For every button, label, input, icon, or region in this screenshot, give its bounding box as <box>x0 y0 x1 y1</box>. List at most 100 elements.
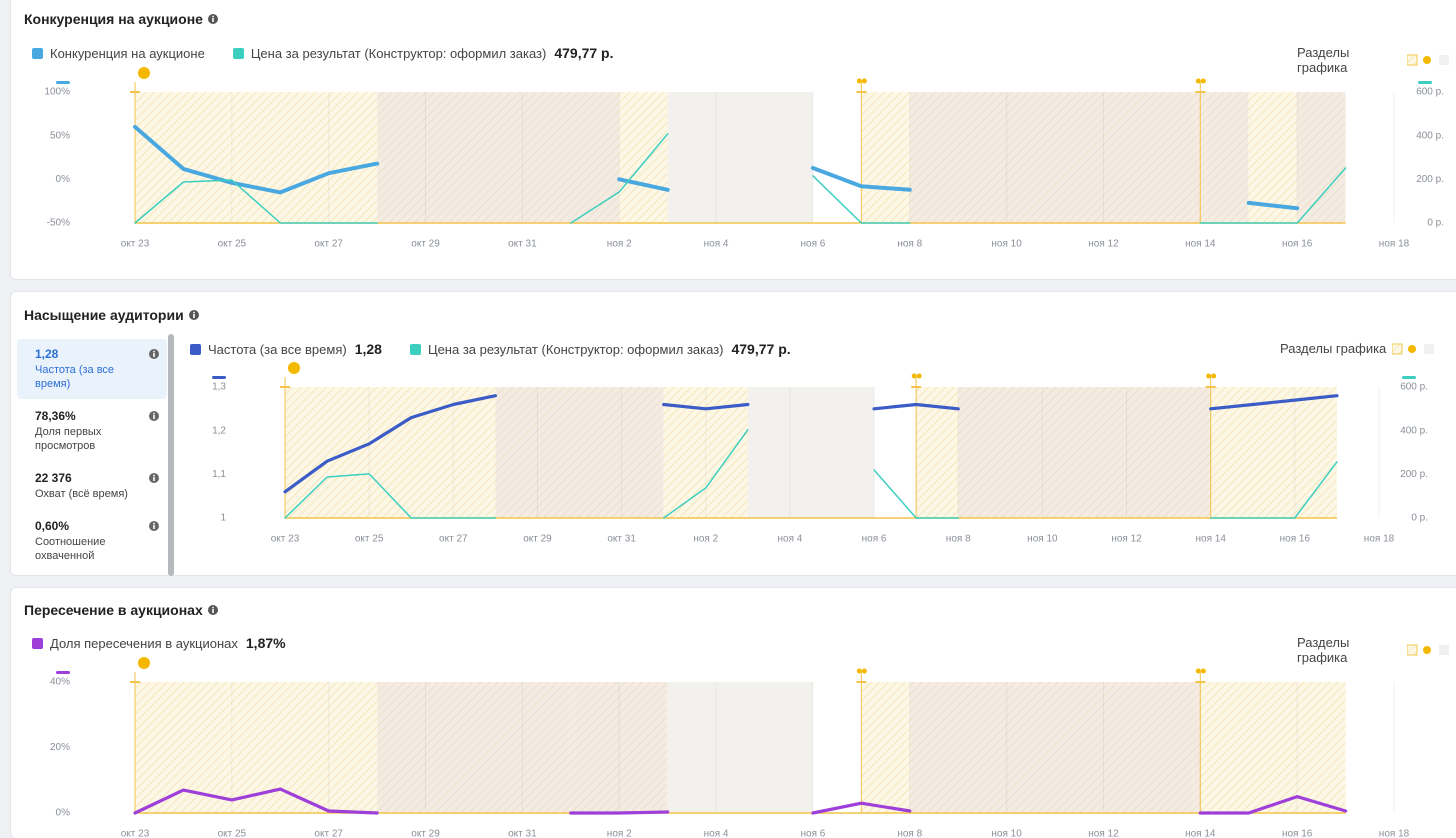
legend: Конкуренция на аукционе Цена за результа… <box>32 45 642 61</box>
info-icon[interactable] <box>207 605 218 615</box>
section-icons[interactable] <box>1392 343 1442 355</box>
info-icon[interactable] <box>149 473 159 483</box>
sections-label: Разделы графика <box>1280 341 1387 356</box>
x-tick-label: окт 25 <box>218 829 247 838</box>
x-tick-label: окт 25 <box>355 534 384 545</box>
x-tick-label: ноя 6 <box>801 829 826 838</box>
metric-label: Соотношение охваченной <box>35 536 106 562</box>
x-tick-label: окт 25 <box>218 239 247 250</box>
legend-value: 479,77 р. <box>731 341 791 357</box>
y-tick-label: 20% <box>50 742 70 753</box>
metric-item[interactable]: 0,60% Соотношение охваченной <box>17 511 167 571</box>
legend-item[interactable]: Частота (за все время) 1,28 <box>190 341 382 357</box>
event-icon <box>1195 668 1201 674</box>
chart-section <box>377 682 571 813</box>
x-tick-label: ноя 10 <box>991 239 1022 250</box>
x-tick-label: ноя 10 <box>1027 534 1058 545</box>
y-tick-label: 50% <box>50 130 70 141</box>
chart-section <box>667 92 813 223</box>
event-icon <box>861 668 867 674</box>
metric-item[interactable]: 1,28 Частота (за все время) <box>17 339 167 399</box>
info-icon[interactable] <box>149 349 159 359</box>
event-icon <box>1211 373 1217 379</box>
y-tick-label: 40% <box>50 677 70 688</box>
event-icon <box>1200 78 1206 84</box>
legend-item[interactable]: Цена за результат (Конструктор: оформил … <box>232 45 614 61</box>
legend: Частота (за все время) 1,28 Цена за резул… <box>190 341 819 357</box>
y2-tick-label: 600 р. <box>1416 87 1444 98</box>
axis-color-marker <box>212 376 226 379</box>
legend-item[interactable]: Доля пересечения в аукционах 1,87% <box>32 635 286 651</box>
metric-item[interactable]: 78,36% Доля первых просмотров <box>17 401 167 461</box>
sections-control[interactable]: Разделы графика <box>1280 341 1442 356</box>
y2-tick-label: 0 р. <box>1427 218 1444 229</box>
chart-section <box>619 92 668 223</box>
metric-list: 1,28 Частота (за все время) 78,36% Доля пер… <box>17 339 167 573</box>
event-icon <box>861 78 867 84</box>
legend-item[interactable]: Конкуренция на аукционе <box>32 46 205 61</box>
x-tick-label: ноя 18 <box>1379 829 1410 838</box>
x-tick-label: ноя 6 <box>801 239 826 250</box>
chart-section <box>958 387 1211 518</box>
metric-item[interactable]: 22 376 Охват (всё время) <box>17 463 167 509</box>
series-line <box>284 429 1338 519</box>
y2-tick-label: 200 р. <box>1416 174 1444 185</box>
x-tick-label: ноя 16 <box>1282 829 1313 838</box>
event-icon <box>916 373 922 379</box>
y2-tick-label: 400 р. <box>1416 130 1444 141</box>
legend-label: Цена за результат (Конструктор: оформил … <box>250 45 547 61</box>
info-icon[interactable] <box>149 521 159 531</box>
legend-label: Частота (за все время) <box>208 341 347 357</box>
metric-value: 78,36% <box>35 409 76 423</box>
x-tick-label: окт 29 <box>411 239 440 250</box>
y2-tick-label: 400 р. <box>1400 425 1428 436</box>
info-icon[interactable] <box>149 411 159 421</box>
event-icon <box>1206 373 1212 379</box>
event-icon <box>856 78 862 84</box>
x-tick-label: ноя 4 <box>704 829 729 838</box>
x-tick-label: окт 29 <box>523 534 552 545</box>
x-tick-label: ноя 8 <box>946 534 971 545</box>
y2-tick-label: 600 р. <box>1400 382 1428 393</box>
chart-section <box>570 682 668 813</box>
y-tick-label: 1 <box>220 513 226 524</box>
sections-control[interactable]: Разделы графика <box>1297 45 1456 75</box>
chart-section <box>861 682 910 813</box>
legend-value: 479,77 р. <box>554 45 614 61</box>
x-tick-label: ноя 12 <box>1088 829 1119 838</box>
x-tick-label: окт 27 <box>439 534 468 545</box>
sections-label: Разделы графика <box>1297 635 1350 665</box>
chart-section <box>135 682 378 813</box>
y-tick-label: 1,1 <box>212 469 226 480</box>
legend-item[interactable]: Цена за результат (Конструктор: оформил … <box>409 341 791 357</box>
section-icons[interactable] <box>1407 644 1456 656</box>
axis-color-marker <box>56 671 70 674</box>
legend-label: Конкуренция на аукционе <box>50 45 205 61</box>
metric-value: 22 376 <box>35 471 72 485</box>
series-line <box>133 787 1348 815</box>
chart-section <box>909 682 1201 813</box>
x-tick-label: окт 31 <box>508 239 537 250</box>
event-icon <box>138 67 150 79</box>
sections-control[interactable]: Разделы графика <box>1297 635 1456 665</box>
x-tick-label: ноя 4 <box>704 239 729 250</box>
event-icon <box>1200 668 1206 674</box>
chart-section <box>495 387 664 518</box>
axis-color-marker <box>1402 376 1416 379</box>
metric-label: Частота (за все время) <box>35 364 115 390</box>
chart-section <box>667 682 813 813</box>
series-line <box>283 394 1339 494</box>
section-icons[interactable] <box>1407 54 1456 66</box>
info-icon[interactable] <box>207 14 218 24</box>
x-tick-label: ноя 12 <box>1111 534 1142 545</box>
y-tick-label: -50% <box>47 218 70 229</box>
scrollbar[interactable] <box>168 334 174 576</box>
panel-title: Насыщение аудитории <box>24 307 199 323</box>
chart-section <box>1200 92 1249 223</box>
x-tick-label: окт 29 <box>411 829 440 838</box>
legend-value: 1,87% <box>245 635 286 651</box>
y2-tick-label: 200 р. <box>1400 469 1428 480</box>
legend: Доля пересечения в аукционах 1,87% <box>32 635 314 651</box>
x-tick-label: окт 23 <box>121 239 150 250</box>
info-icon[interactable] <box>188 310 199 320</box>
